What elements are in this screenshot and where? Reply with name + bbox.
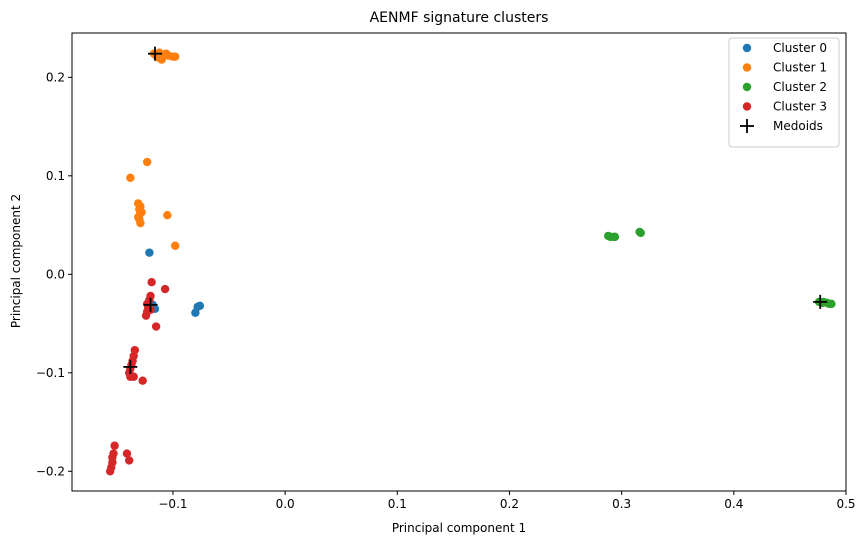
scatter-point bbox=[827, 299, 836, 309]
scatter-point bbox=[141, 311, 151, 320]
medoid-marker bbox=[813, 294, 828, 309]
scatter-point bbox=[110, 441, 119, 450]
legend-box bbox=[728, 37, 840, 148]
scatter-point bbox=[151, 322, 161, 331]
chart-marks bbox=[105, 46, 836, 476]
legend-label: Medoids bbox=[773, 119, 823, 133]
scatter-point bbox=[191, 308, 200, 317]
scatter-point bbox=[610, 232, 620, 242]
x-axis-title: Principal component 1 bbox=[392, 521, 526, 535]
scatter-point bbox=[163, 211, 172, 220]
scatter-point bbox=[138, 376, 147, 385]
legend-marker bbox=[742, 43, 752, 53]
scatter-point bbox=[105, 467, 115, 476]
legend-label: Cluster 2 bbox=[773, 80, 827, 94]
x-tick-label: 0.5 bbox=[836, 497, 855, 511]
series-cluster-0 bbox=[145, 248, 205, 317]
legend: Cluster 0 Cluster 1 Cluster 2 Cluster 3 Medo… bbox=[728, 37, 840, 148]
scatter-point bbox=[136, 218, 145, 228]
scatter-point bbox=[126, 173, 135, 182]
medoid-marker bbox=[148, 46, 163, 61]
x-tick-label: 0.2 bbox=[500, 497, 519, 511]
legend-medoid-marker bbox=[740, 119, 754, 133]
series-cluster-2 bbox=[603, 227, 836, 309]
scatter-point bbox=[145, 248, 154, 257]
scatter-point bbox=[171, 241, 180, 250]
scatter-point bbox=[160, 284, 170, 294]
chart-title: AENMF signature clusters bbox=[370, 10, 549, 26]
plot-frame bbox=[71, 32, 847, 492]
y-axis: −0.2 −0.1 0.0 0.1 0.2 bbox=[36, 70, 72, 478]
x-tick-label: 0.3 bbox=[612, 497, 631, 511]
y-axis-title: Principal component 2 bbox=[9, 194, 23, 328]
y-tick-label: 0.1 bbox=[46, 169, 65, 183]
legend-label: Cluster 1 bbox=[773, 61, 827, 75]
scatter-point bbox=[162, 49, 171, 58]
medoid-marker bbox=[143, 297, 158, 312]
scatter-point bbox=[129, 372, 138, 381]
x-tick-label: 0.0 bbox=[276, 497, 295, 511]
y-tick-label: 0.2 bbox=[46, 70, 65, 84]
x-tick-label: 0.4 bbox=[724, 497, 743, 511]
legend-marker bbox=[742, 102, 752, 111]
legend-marker bbox=[742, 63, 752, 72]
medoid-marker bbox=[123, 359, 138, 374]
scatter-point bbox=[151, 51, 161, 60]
legend-marker bbox=[742, 82, 752, 92]
scatter-point bbox=[636, 228, 645, 238]
series-cluster-3 bbox=[105, 277, 170, 476]
scatter-point bbox=[147, 277, 156, 287]
legend-label: Cluster 0 bbox=[773, 41, 827, 55]
series-cluster-1 bbox=[126, 48, 180, 250]
scatter-point bbox=[142, 157, 152, 167]
scatter-point bbox=[122, 449, 132, 458]
x-tick-label: 0.1 bbox=[388, 497, 407, 511]
x-tick-label: −0.1 bbox=[158, 497, 187, 511]
scatter-point bbox=[171, 52, 180, 61]
y-tick-label: −0.1 bbox=[36, 366, 65, 380]
y-tick-label: 0.0 bbox=[46, 267, 65, 281]
legend-label: Cluster 3 bbox=[773, 100, 827, 114]
x-axis: −0.1 0.0 0.1 0.2 0.3 0.4 0.5 bbox=[158, 491, 856, 511]
series-medoids bbox=[123, 46, 828, 374]
y-tick-label: −0.2 bbox=[36, 464, 65, 478]
scatter-point bbox=[125, 456, 134, 465]
